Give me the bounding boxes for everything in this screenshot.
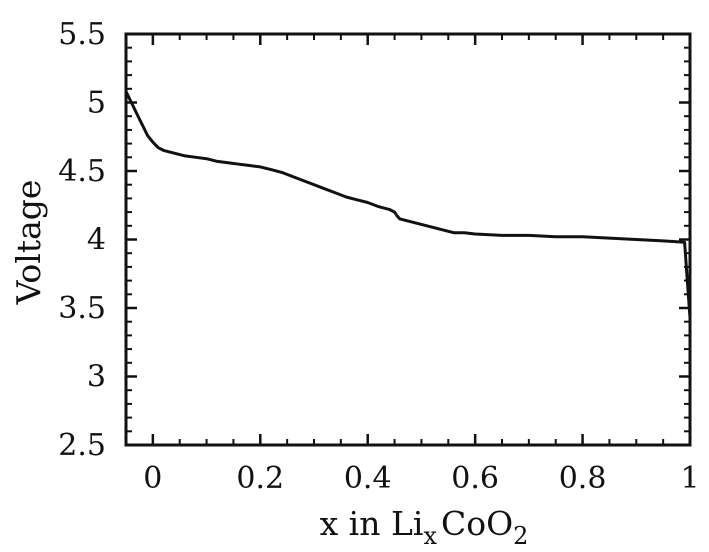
y-tick-label: 2.5 <box>58 428 106 463</box>
x-tick-label: 0.2 <box>236 461 284 496</box>
x-axis-title-prefix: x in Li <box>320 504 424 543</box>
x-tick-label: 0.8 <box>559 461 607 496</box>
x-tick-labels: 0 0.2 0.4 0.6 0.8 1 <box>143 461 699 496</box>
y-tick-label: 4.5 <box>58 154 106 189</box>
y-tick-label: 3.5 <box>58 291 106 326</box>
x-tick-label: 0 <box>143 461 162 496</box>
y-tick-label: 4 <box>87 223 106 258</box>
axis-ticks <box>125 32 692 447</box>
y-tick-label: 5 <box>87 86 106 121</box>
x-tick-label: 0.6 <box>451 461 499 496</box>
y-tick-label: 5.5 <box>58 17 106 52</box>
x-axis-title-subscript-2: 2 <box>513 522 528 550</box>
x-axis-title: x in Lix CoO2 <box>320 504 529 550</box>
plot-area <box>124 32 692 447</box>
y-tick-label: 3 <box>87 360 106 395</box>
x-axis-title-subscript-x: x <box>423 522 437 550</box>
x-tick-label: 0.4 <box>344 461 392 496</box>
series-group <box>124 90 692 320</box>
plot-frame <box>124 32 692 447</box>
y-tick-labels: 2.5 3 3.5 4 4.5 5 5.5 <box>58 17 106 463</box>
voltage-curve <box>124 90 692 320</box>
x-axis-title-compound: CoO <box>441 504 513 543</box>
y-axis-title: Voltage <box>9 180 48 306</box>
x-tick-label: 1 <box>680 461 699 496</box>
